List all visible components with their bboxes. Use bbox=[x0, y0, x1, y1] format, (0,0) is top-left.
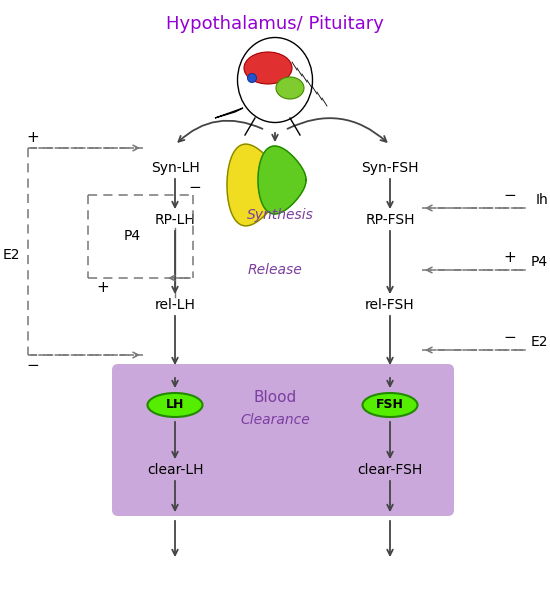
FancyBboxPatch shape bbox=[112, 364, 454, 516]
Circle shape bbox=[248, 74, 256, 83]
Ellipse shape bbox=[276, 77, 304, 99]
Text: LH: LH bbox=[166, 398, 184, 411]
Text: P4: P4 bbox=[531, 255, 548, 269]
Text: +: + bbox=[97, 280, 109, 296]
Text: RP-FSH: RP-FSH bbox=[365, 213, 415, 227]
Text: −: − bbox=[504, 188, 516, 204]
Text: −: − bbox=[504, 330, 516, 346]
Text: P4: P4 bbox=[123, 229, 141, 243]
Polygon shape bbox=[258, 146, 306, 214]
Text: clear-FSH: clear-FSH bbox=[358, 463, 422, 477]
Text: −: − bbox=[26, 358, 40, 372]
Ellipse shape bbox=[362, 393, 417, 417]
Text: Syn-FSH: Syn-FSH bbox=[361, 161, 419, 175]
Polygon shape bbox=[227, 144, 283, 226]
Ellipse shape bbox=[244, 52, 292, 84]
Text: −: − bbox=[189, 181, 201, 195]
Text: rel-FSH: rel-FSH bbox=[365, 298, 415, 312]
Text: Syn-LH: Syn-LH bbox=[151, 161, 199, 175]
Ellipse shape bbox=[147, 393, 202, 417]
Text: Clearance: Clearance bbox=[240, 413, 310, 427]
Text: E2: E2 bbox=[531, 335, 548, 349]
Text: FSH: FSH bbox=[376, 398, 404, 411]
Ellipse shape bbox=[238, 38, 312, 123]
Text: RP-LH: RP-LH bbox=[155, 213, 195, 227]
Text: Ih: Ih bbox=[535, 193, 548, 207]
Text: Synthesis: Synthesis bbox=[246, 208, 314, 222]
Text: E2: E2 bbox=[3, 248, 20, 262]
Text: Hypothalamus/ Pituitary: Hypothalamus/ Pituitary bbox=[166, 15, 384, 33]
Text: +: + bbox=[504, 251, 516, 266]
Text: clear-LH: clear-LH bbox=[147, 463, 204, 477]
Text: +: + bbox=[26, 130, 40, 146]
Text: Blood: Blood bbox=[254, 391, 296, 405]
Polygon shape bbox=[215, 108, 243, 118]
Text: rel-LH: rel-LH bbox=[155, 298, 195, 312]
Text: Release: Release bbox=[248, 263, 302, 277]
